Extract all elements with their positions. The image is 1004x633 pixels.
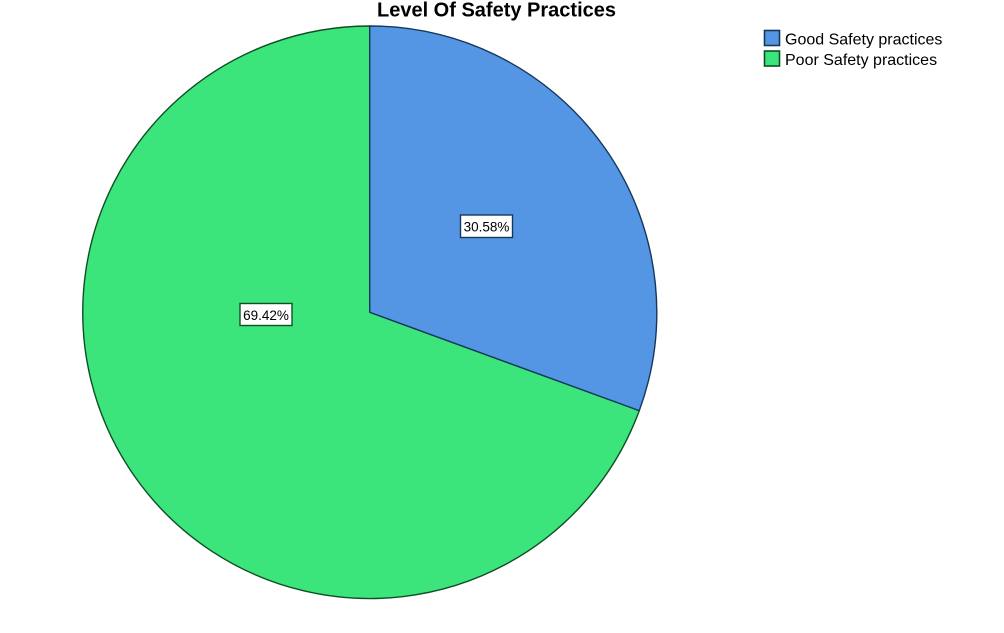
svg-text:Good Safety practices: Good Safety practices	[785, 32, 942, 49]
svg-text:Level Of Safety Practices: Level Of Safety Practices	[377, 0, 616, 22]
svg-text:Poor Safety practices: Poor Safety practices	[785, 52, 937, 69]
svg-text:69.42%: 69.42%	[243, 308, 289, 323]
svg-text:30.58%: 30.58%	[464, 220, 510, 235]
